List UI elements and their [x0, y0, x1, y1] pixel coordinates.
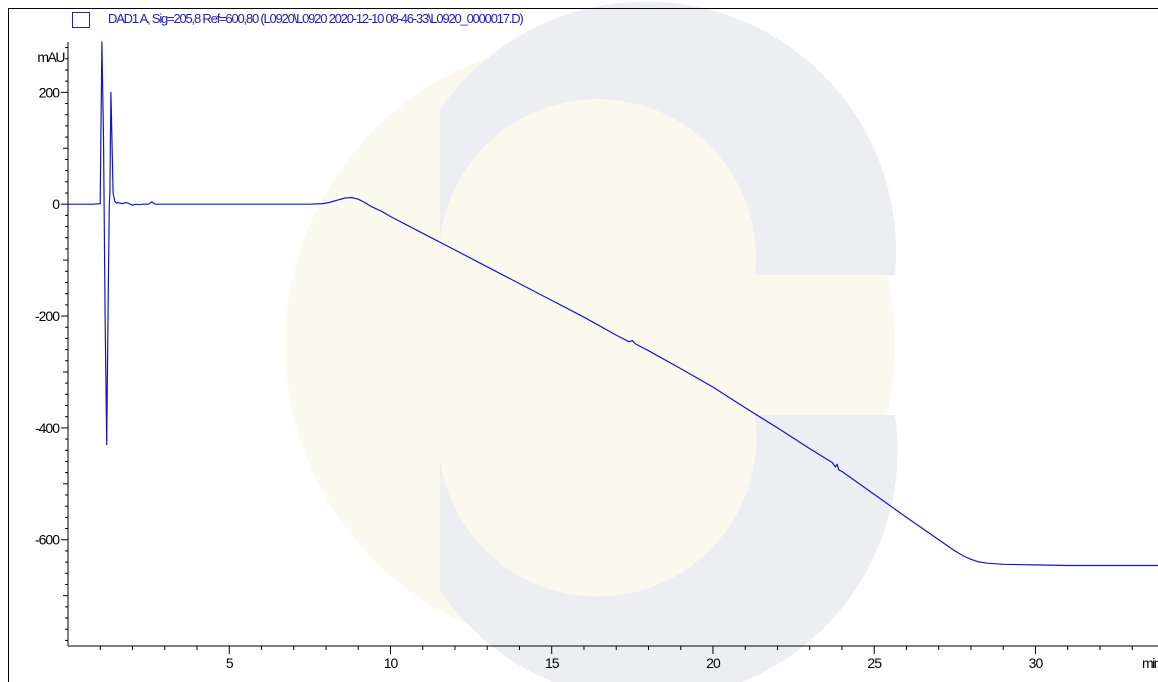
x-axis-label: min — [1142, 655, 1158, 671]
x-tick-label: 10 — [384, 655, 399, 671]
y-axis-label: mAU — [37, 49, 65, 65]
x-tick-label: 15 — [545, 655, 560, 671]
y-tick-label: -400 — [35, 420, 60, 436]
x-tick-label: 5 — [226, 655, 234, 671]
x-tick-label: 20 — [706, 655, 721, 671]
y-tick-label: -200 — [35, 308, 60, 324]
y-tick-label: -600 — [35, 532, 60, 548]
y-tick-label: 0 — [52, 196, 60, 212]
x-tick-label: 30 — [1029, 655, 1044, 671]
x-tick-label: 25 — [867, 655, 882, 671]
y-tick-label: 200 — [39, 84, 61, 100]
watermark-logo — [285, 1, 898, 682]
